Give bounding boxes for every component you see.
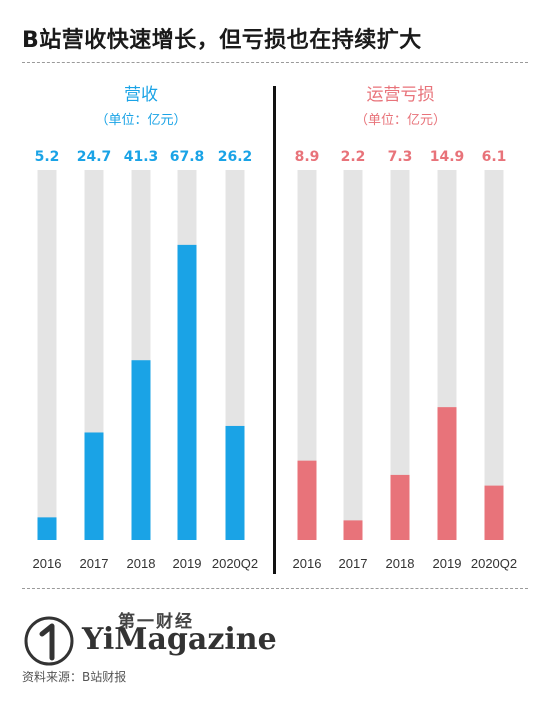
loss-value-label: 2.2 xyxy=(341,149,366,165)
revenue-value-label: 67.8 xyxy=(170,149,205,165)
brand-chinese-name: 第一财经 xyxy=(118,612,194,632)
yimagazine-logo-icon xyxy=(24,616,74,666)
revenue-bar xyxy=(37,517,57,540)
brand-english-name: YiMagazine xyxy=(82,622,277,657)
loss-value-label: 6.1 xyxy=(482,149,507,165)
revenue-value-label: 41.3 xyxy=(124,149,159,165)
loss-bar-track xyxy=(484,170,504,540)
bar-charts: 营收 （单位：亿元） 5.2 2016 24.7 2017 41.3 2018 67.8 2019… xyxy=(33,85,518,571)
revenue-category-label: 2017 xyxy=(80,556,109,571)
revenue-category-label: 2020Q2 xyxy=(212,556,258,571)
loss-bar xyxy=(437,407,457,540)
loss-bar xyxy=(390,474,410,540)
revenue-bar xyxy=(84,432,104,540)
revenue-value-label: 24.7 xyxy=(77,149,112,165)
loss-bar xyxy=(484,485,504,540)
revenue-bar xyxy=(225,425,245,540)
revenue-bar-track xyxy=(37,170,57,540)
loss-bar-track xyxy=(343,170,363,540)
loss-category-label: 2019 xyxy=(433,556,462,571)
source-note: 资料来源：B站财报 xyxy=(22,670,127,684)
loss-category-label: 2020Q2 xyxy=(471,556,517,571)
revenue-chart-title: 营收 xyxy=(124,85,158,105)
loss-category-label: 2018 xyxy=(386,556,415,571)
revenue-value-label: 26.2 xyxy=(218,149,253,165)
panel-divider xyxy=(273,86,276,574)
revenue-category-label: 2016 xyxy=(33,556,62,571)
loss-chart-title: 运营亏损 xyxy=(367,85,435,105)
revenue-value-label: 5.2 xyxy=(35,149,60,165)
page-title: B站营收快速增长，但亏损也在持续扩大 xyxy=(22,28,422,53)
loss-bar-track xyxy=(390,170,410,540)
loss-bar-track xyxy=(297,170,317,540)
loss-value-label: 8.9 xyxy=(295,149,320,165)
loss-value-label: 14.9 xyxy=(430,149,465,165)
revenue-category-label: 2018 xyxy=(127,556,156,571)
revenue-category-label: 2019 xyxy=(173,556,202,571)
revenue-bar xyxy=(177,244,197,540)
loss-value-label: 7.3 xyxy=(388,149,413,165)
revenue-chart-subtitle: （单位：亿元） xyxy=(95,113,186,128)
title-divider xyxy=(22,62,528,63)
loss-bar xyxy=(343,520,363,540)
loss-category-label: 2017 xyxy=(339,556,368,571)
loss-chart-subtitle: （单位：亿元） xyxy=(355,113,446,128)
loss-category-label: 2016 xyxy=(293,556,322,571)
revenue-bar xyxy=(131,360,151,540)
loss-bar xyxy=(297,460,317,540)
footer-divider xyxy=(22,588,528,589)
